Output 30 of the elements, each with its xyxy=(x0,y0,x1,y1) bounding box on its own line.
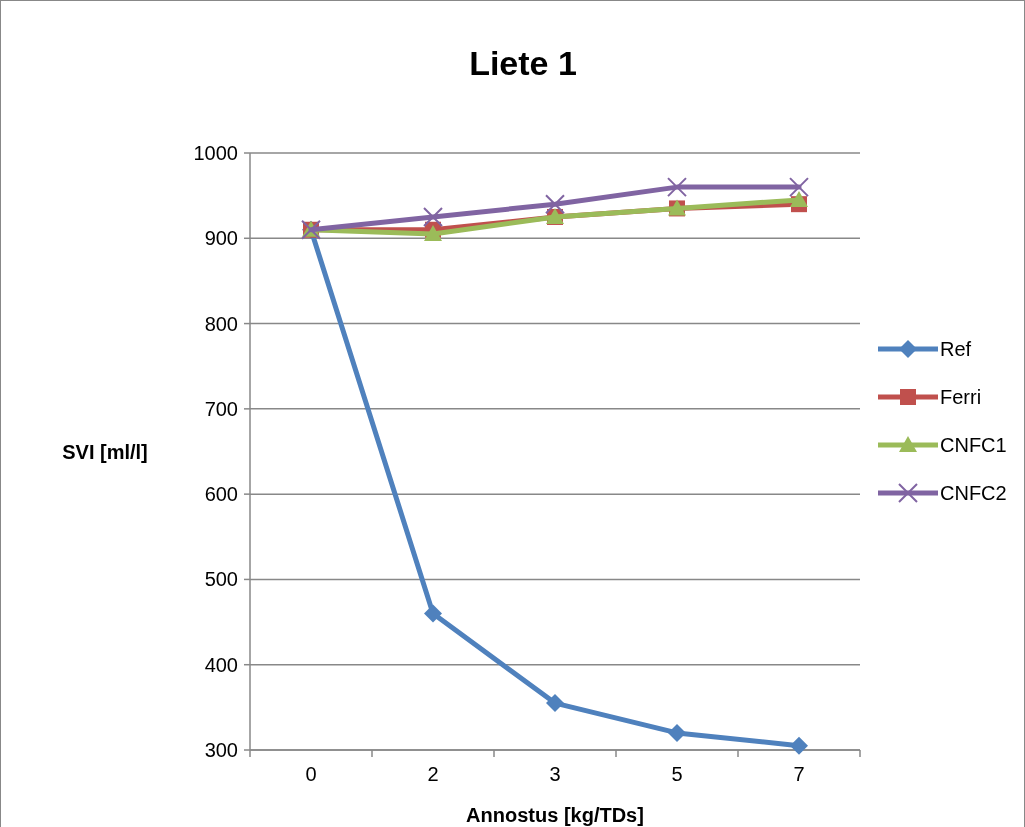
y-tick-label: 500 xyxy=(204,568,238,591)
point xyxy=(546,694,564,713)
y-tick-label: 900 xyxy=(204,227,238,250)
legend-label: Ref xyxy=(940,338,972,360)
point xyxy=(667,177,687,198)
legend-label: Ferri xyxy=(940,386,982,408)
point xyxy=(424,604,442,623)
x-tick-label: 5 xyxy=(671,763,683,785)
legend-label: CNFC1 xyxy=(940,434,1007,456)
chart-title: Liete 1 xyxy=(469,44,577,82)
y-tick-label: 800 xyxy=(204,312,238,335)
legend-label: CNFC2 xyxy=(940,482,1007,504)
point xyxy=(790,190,808,207)
x-tick-label: 0 xyxy=(305,763,317,785)
y-tick-label: 400 xyxy=(204,653,238,676)
x-tick-label: 3 xyxy=(549,763,561,785)
point xyxy=(668,723,686,742)
x-tick-label: 2 xyxy=(427,763,439,785)
x-axis-title: Annostus [kg/TDs] xyxy=(466,804,644,826)
x-tick-label: 7 xyxy=(793,763,805,785)
point xyxy=(790,736,808,755)
point xyxy=(789,177,809,198)
y-tick-label: 600 xyxy=(204,483,238,506)
y-axis-title: SVI [ml/l] xyxy=(62,441,148,463)
point xyxy=(424,225,442,242)
y-tick-label: 1000 xyxy=(193,142,238,164)
y-tick-label: 300 xyxy=(204,739,238,761)
point xyxy=(423,206,443,227)
y-tick-label: 700 xyxy=(204,397,238,420)
point xyxy=(545,194,565,215)
